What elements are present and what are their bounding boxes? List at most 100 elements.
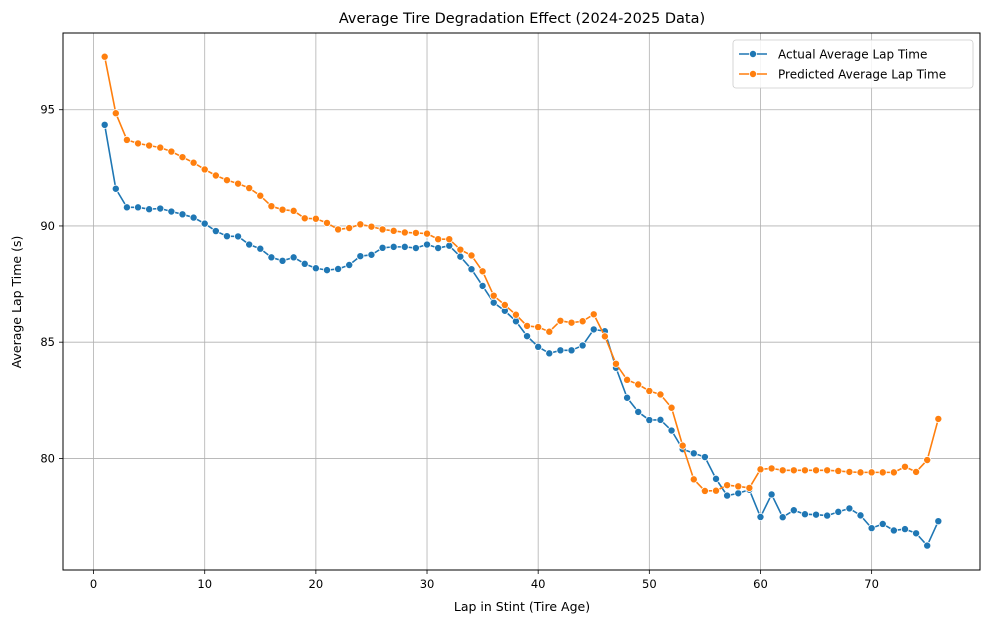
data-point — [834, 507, 843, 516]
data-point — [256, 244, 265, 253]
data-point — [667, 403, 676, 412]
data-point — [656, 415, 665, 424]
data-point — [445, 235, 454, 244]
data-point — [322, 266, 331, 275]
data-point — [900, 525, 909, 534]
data-point — [334, 264, 343, 273]
data-point — [256, 191, 265, 200]
x-tick-label: 60 — [753, 577, 768, 591]
data-point — [356, 252, 365, 261]
x-tick-label: 40 — [531, 577, 546, 591]
data-point — [789, 466, 798, 475]
data-point — [912, 467, 921, 476]
data-point — [545, 327, 554, 336]
data-point — [378, 225, 387, 234]
chart-title: Average Tire Degradation Effect (2024-20… — [339, 11, 705, 27]
data-point — [134, 203, 143, 212]
data-point — [934, 414, 943, 423]
data-point — [623, 393, 632, 402]
series-1 — [100, 120, 943, 550]
y-axis-label: Average Lap Time (s) — [9, 236, 24, 369]
data-point — [867, 468, 876, 477]
data-point — [156, 204, 165, 213]
x-tick-label: 30 — [420, 577, 435, 591]
data-point — [812, 510, 821, 519]
data-point — [534, 323, 543, 332]
data-point — [267, 202, 276, 211]
data-point — [689, 475, 698, 484]
data-point — [634, 407, 643, 416]
data-point — [267, 253, 276, 262]
data-point — [567, 346, 576, 355]
data-point — [745, 483, 754, 492]
data-point — [856, 468, 865, 477]
data-point — [311, 214, 320, 223]
x-tick-label: 50 — [642, 577, 657, 591]
data-point — [356, 220, 365, 229]
data-point — [834, 466, 843, 475]
data-point — [712, 486, 721, 495]
series-line — [103, 56, 940, 492]
data-point — [245, 240, 254, 249]
data-point — [778, 466, 787, 475]
data-point — [545, 349, 554, 358]
data-point — [589, 310, 598, 319]
x-tick-label: 20 — [309, 577, 324, 591]
data-point — [423, 240, 432, 249]
x-axis-label: Lap in Stint (Tire Age) — [454, 599, 590, 614]
data-point — [912, 529, 921, 538]
data-point — [723, 481, 732, 490]
data-point — [167, 147, 176, 156]
data-point — [556, 346, 565, 355]
series-2 — [100, 52, 943, 495]
data-point — [434, 244, 443, 253]
data-point — [756, 465, 765, 474]
data-point — [300, 214, 309, 223]
data-point — [423, 229, 432, 238]
data-point — [434, 235, 443, 244]
data-point — [134, 139, 143, 148]
data-point — [322, 218, 331, 227]
data-point — [200, 219, 209, 228]
y-tick-label: 95 — [40, 103, 55, 117]
data-point — [878, 519, 887, 528]
data-point — [145, 141, 154, 150]
data-point — [100, 120, 109, 129]
data-point — [923, 456, 932, 465]
data-point — [800, 510, 809, 519]
data-point — [734, 489, 743, 498]
data-point — [222, 232, 231, 241]
data-point — [812, 466, 821, 475]
data-point — [100, 52, 109, 61]
data-point — [122, 135, 131, 144]
legend-marker — [749, 70, 758, 79]
data-point — [645, 386, 654, 395]
data-point — [145, 205, 154, 214]
data-point — [789, 506, 798, 515]
data-point — [478, 281, 487, 290]
data-point — [511, 310, 520, 319]
data-point — [178, 153, 187, 162]
data-point — [378, 243, 387, 252]
data-point — [523, 332, 532, 341]
data-point — [278, 256, 287, 265]
data-point — [389, 226, 398, 235]
data-point — [489, 291, 498, 300]
legend: Actual Average Lap Time Predicted Average… — [732, 39, 974, 89]
data-point — [489, 298, 498, 307]
data-point — [167, 207, 176, 216]
data-point — [734, 482, 743, 491]
data-point — [556, 316, 565, 325]
data-point — [900, 462, 909, 471]
data-point — [478, 267, 487, 276]
data-point — [122, 203, 131, 212]
data-point — [178, 210, 187, 219]
data-point — [767, 490, 776, 499]
legend-item: Predicted Average Lap Time — [739, 68, 946, 82]
data-point — [689, 449, 698, 458]
data-point — [656, 390, 665, 399]
data-point — [878, 468, 887, 477]
y-tick-label: 90 — [40, 219, 55, 233]
data-point — [523, 321, 532, 330]
